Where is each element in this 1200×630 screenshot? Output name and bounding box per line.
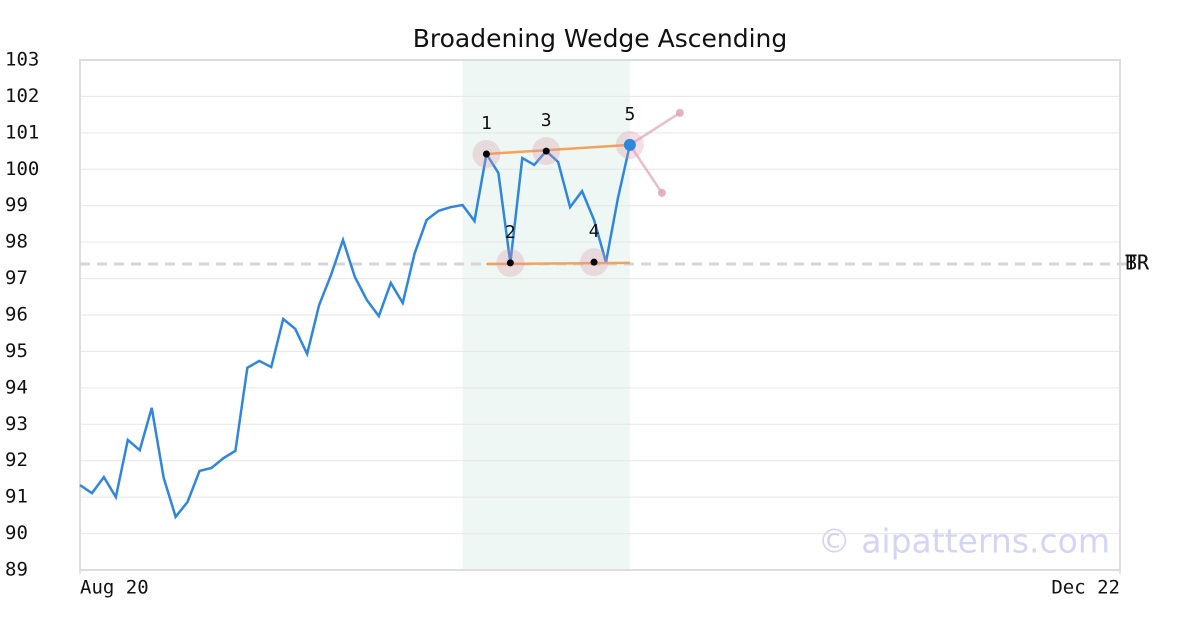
arrow-head xyxy=(657,188,666,197)
y-tick-label: 100 xyxy=(5,158,39,180)
y-tick-label: 96 xyxy=(5,304,28,326)
point-label: 4 xyxy=(589,221,600,242)
y-tick-label: 90 xyxy=(5,522,28,544)
direction-arrow xyxy=(628,144,663,194)
series-line xyxy=(79,144,632,520)
arrow-head xyxy=(675,108,684,117)
level-label: BR xyxy=(1125,251,1150,275)
trendline xyxy=(486,143,630,156)
pattern-point xyxy=(482,150,490,158)
y-tick-label: 103 xyxy=(5,49,39,71)
pattern-point xyxy=(623,138,636,151)
point-label: 3 xyxy=(541,110,552,131)
pattern-point xyxy=(506,259,514,267)
y-tick-label: 97 xyxy=(5,267,28,289)
x-tick-label: Aug 20 xyxy=(80,577,149,599)
y-tick-label: 89 xyxy=(5,559,28,581)
point-label: 2 xyxy=(505,222,516,243)
point-label: 5 xyxy=(624,104,635,125)
plot-frame xyxy=(79,59,1121,571)
point-label: 1 xyxy=(481,113,492,134)
y-tick-label: 93 xyxy=(5,413,28,435)
y-tick-label: 94 xyxy=(5,376,28,398)
x-tick-label: Dec 22 xyxy=(1051,577,1120,599)
y-tick-label: 101 xyxy=(5,121,39,143)
y-tick-label: 95 xyxy=(5,340,28,362)
watermark: © aipatterns.com xyxy=(818,522,1110,561)
level-label: TR xyxy=(1125,251,1150,275)
y-tick-label: 91 xyxy=(5,486,28,508)
y-tick-label: 98 xyxy=(5,231,28,253)
pattern-point xyxy=(542,147,550,155)
y-tick-label: 92 xyxy=(5,449,28,471)
pattern-point xyxy=(590,258,598,266)
y-tick-label: 102 xyxy=(5,85,39,107)
direction-arrow xyxy=(629,111,681,146)
y-tick-label: 99 xyxy=(5,194,28,216)
chart-title: Broadening Wedge Ascending xyxy=(413,24,788,53)
